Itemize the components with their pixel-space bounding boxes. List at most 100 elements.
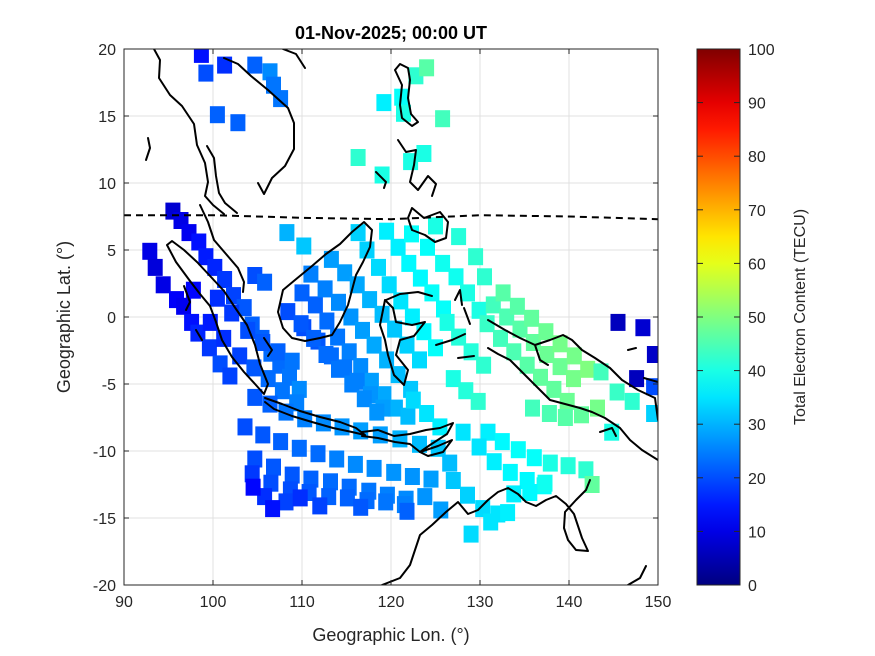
tec-cell [493,329,508,347]
tec-cell [369,403,385,421]
tec-cell [353,358,369,376]
tec-cell [312,497,328,515]
tec-cell [445,472,461,489]
colorbar-tick-label: 10 [748,524,766,541]
tec-cell [483,513,499,531]
tec-cell [387,320,403,338]
tec-cell [337,264,353,282]
tec-cell [404,468,420,485]
tec-cell [609,383,625,401]
tec-cell [331,293,346,311]
tec-cell [401,254,417,272]
tec-cell [538,323,554,341]
tec-cell [155,276,171,294]
tec-cell [376,94,392,112]
tec-cell [343,308,359,326]
tec-cell [265,500,281,518]
tec-cell [257,273,273,291]
tec-cell [247,450,263,468]
tec-cell [232,347,248,365]
tec-cells [142,49,658,543]
tec-cell [291,380,307,398]
tec-cell [494,433,510,451]
tec-cell [247,388,263,406]
tec-cell [329,450,345,468]
coastline-sumatra [166,240,269,395]
tec-cell [451,228,467,246]
tec-cell [480,423,496,441]
x-tick-label: 150 [645,594,672,611]
x-tick-label: 130 [467,594,494,611]
tec-cell [247,56,263,74]
tec-cell [350,224,366,242]
tec-cell [255,426,271,444]
tec-cell [542,454,558,472]
tec-cell [635,319,651,337]
tec-cell [412,269,428,287]
tec-cell [486,453,502,471]
tec-cell [471,301,487,319]
coastline-malay-gulf [206,145,238,214]
tec-cell [246,359,262,377]
tec-cell [557,409,573,426]
tec-cell [209,106,225,124]
colorbar-tick-label: 30 [748,417,766,434]
tec-cell [432,418,448,436]
x-tick-label: 100 [200,594,227,611]
coastline-sumatra-islands [183,285,191,311]
tec-cell [463,525,479,543]
tec-cell [428,339,443,357]
tec-cell [387,399,403,417]
coastline-java [264,397,366,436]
coastlines [145,49,658,585]
tec-cell [303,470,319,488]
tec-cell [244,465,260,483]
tec-cell [448,268,464,286]
tec-cell [392,430,408,448]
tec-cell [353,498,369,516]
tec-cell [442,454,458,472]
tec-cell [273,433,289,451]
tec-cell [331,360,346,378]
tec-cell [323,473,338,491]
y-tick-label: 5 [107,243,116,260]
tec-cell [349,276,365,294]
tec-cell [319,312,335,330]
coastline-sulawesi [379,291,433,386]
tec-cell [471,438,487,456]
tec-cell [546,380,562,398]
tec-cell [428,217,443,235]
tec-cell [274,382,290,400]
y-tick-label: 15 [98,109,116,126]
tec-cell [262,63,278,81]
tec-cell [417,488,433,506]
tec-cell [506,343,522,361]
tec-cell [624,392,640,410]
tec-cell [419,405,435,422]
tec-cell [436,300,451,318]
tec-cell [445,370,461,388]
coastline-philippines-central [397,139,437,197]
tec-cell [629,370,645,388]
tec-cell [566,370,581,388]
tec-cell [341,343,357,361]
tec-cell [359,241,375,259]
tec-cell [371,258,386,276]
tec-cell [475,500,491,518]
tec-cell [539,346,555,363]
tec-cell [479,315,495,333]
tec-cell [366,336,382,354]
tec-cell [318,346,334,363]
coastline-mindanao [407,207,449,243]
colorbar-gradient [696,48,741,586]
tec-cell [217,271,233,288]
tec-cell [296,237,312,255]
tec-cell [423,470,439,488]
coastline-aru-island [599,427,617,437]
y-axis: 20 15 10 5 0 -5 -10 -15 -20 [93,42,658,595]
colorbar-label: Total Electron Content (TECU) [792,209,809,425]
tec-cell [405,391,421,409]
tec-cell [237,418,253,436]
tec-cell [512,320,528,338]
